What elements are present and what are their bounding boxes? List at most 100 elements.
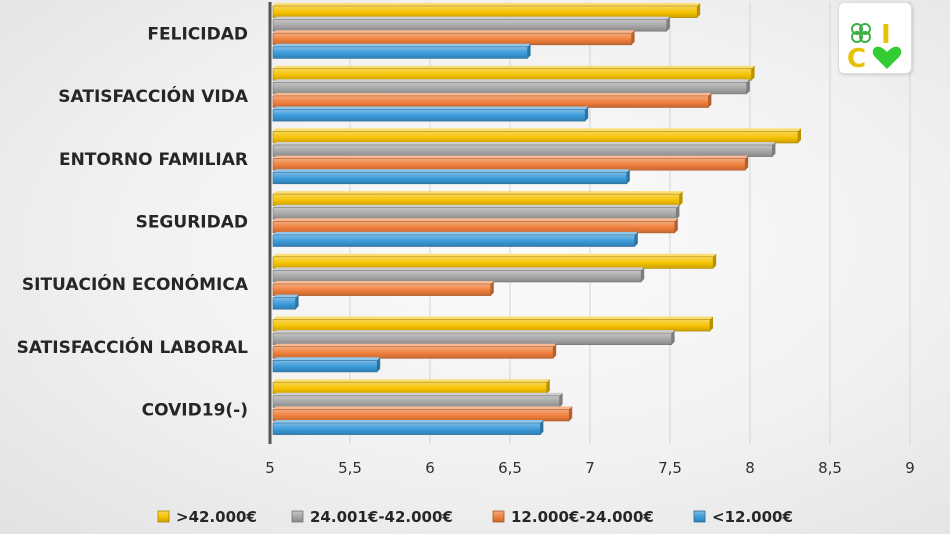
bar: [272, 144, 773, 157]
bar: [272, 297, 296, 310]
bar: [272, 381, 548, 395]
bar-top-face: [273, 142, 776, 145]
bar-top-face: [273, 106, 589, 110]
bar-top-face: [273, 406, 573, 410]
x-tick-label: 5: [265, 459, 275, 477]
bar-side-face: [746, 79, 750, 94]
bar: [272, 95, 709, 108]
bar: [272, 270, 642, 283]
bar: [272, 395, 560, 408]
bar-top-face: [273, 79, 750, 83]
clover-icon: [851, 23, 871, 43]
category-labels: FELICIDAD SATISFACCIÓN VIDA ENTORNO FAMILI…: [17, 24, 249, 420]
bar-top-face: [273, 294, 299, 298]
legend-swatch: [157, 510, 170, 523]
bar: [272, 32, 632, 46]
bar-side-face: [713, 253, 717, 269]
bar-side-face: [679, 191, 683, 206]
bar: [272, 171, 628, 185]
x-tick-label: 8,5: [818, 459, 842, 477]
bar-side-face: [745, 155, 749, 171]
bar-top-face: [273, 30, 635, 34]
category-label: SEGURIDAD: [136, 212, 248, 232]
bar-side-face: [546, 379, 550, 394]
bar-side-face: [772, 142, 776, 157]
bar-side-face: [676, 204, 680, 220]
bar: [272, 332, 672, 346]
bar: [272, 193, 680, 207]
bar-side-face: [710, 316, 713, 332]
bar: [272, 409, 570, 422]
bar: [272, 46, 528, 59]
bar: [272, 422, 541, 435]
bars: [272, 3, 801, 435]
legend: >42.000€ 24.001€-42.000€ 12.000€-24.000€ <1…: [157, 508, 793, 526]
x-tick-labels: 5 5,5 6 6,5 7 7,5 8 8,5 9: [265, 459, 915, 477]
bar-top-face: [273, 65, 755, 69]
bar-side-face: [666, 16, 670, 32]
bar: [272, 221, 676, 234]
bar: [272, 234, 636, 247]
legend-swatch: [492, 510, 505, 523]
bar: [272, 109, 586, 122]
bar-side-face: [585, 106, 589, 122]
x-tick-label: 5,5: [338, 459, 362, 477]
heart-icon: [872, 46, 902, 69]
bar-top-face: [273, 191, 683, 195]
bar-side-face: [674, 218, 678, 233]
bar: [272, 131, 799, 144]
category-label: COVID19(-): [142, 401, 248, 421]
x-tick-label: 9: [905, 459, 915, 477]
bar-side-face: [708, 92, 712, 108]
bar-side-face: [671, 330, 675, 345]
bar: [272, 319, 711, 332]
bar-top-face: [273, 379, 550, 383]
bar: [272, 256, 714, 269]
bar-top-face: [273, 43, 531, 47]
bar-top-face: [273, 316, 713, 320]
bar-side-face: [697, 3, 701, 18]
bar: [272, 359, 378, 373]
bar-top-face: [273, 155, 749, 159]
bar: [272, 283, 492, 296]
bar-side-face: [527, 43, 531, 59]
bar-side-face: [634, 231, 638, 247]
x-tick-label: 6,5: [498, 459, 522, 477]
bar-top-face: [273, 92, 712, 96]
bar-side-face: [559, 392, 563, 408]
bar: [272, 346, 554, 359]
bar-side-face: [553, 343, 557, 359]
logo-letter-i: I: [881, 20, 891, 50]
bar-side-face: [490, 281, 494, 296]
category-label: SATISFACCIÓN LABORAL: [17, 336, 249, 358]
bar-top-face: [273, 343, 557, 347]
bar-top-face: [273, 3, 701, 6]
category-label: ENTORNO FAMILIAR: [59, 150, 248, 170]
category-label: SATISFACCIÓN VIDA: [58, 85, 249, 107]
bar-side-face: [377, 357, 381, 372]
legend-swatch: [693, 510, 706, 523]
bar-side-face: [626, 169, 630, 184]
bar: [272, 68, 752, 81]
bar-top-face: [273, 357, 381, 361]
bar: [272, 207, 677, 220]
bar-side-face: [295, 294, 299, 310]
bar: [272, 158, 746, 171]
x-tick-label: 7,5: [658, 459, 682, 477]
legend-label: 12.000€-24.000€: [511, 508, 654, 526]
legend-label: >42.000€: [176, 508, 257, 526]
clover-heart-logo: I C: [838, 2, 912, 74]
bar-side-face: [798, 128, 801, 143]
bar-side-face: [641, 267, 645, 282]
x-tick-label: 6: [425, 459, 435, 477]
bar-top-face: [273, 253, 717, 257]
bar-top-face: [273, 231, 638, 235]
bar-top-face: [273, 128, 801, 132]
logo-letter-c: C: [847, 44, 866, 73]
bar-top-face: [273, 330, 675, 334]
legend-label: 24.001€-42.000€: [310, 508, 453, 526]
bar-top-face: [273, 281, 494, 284]
bar: [272, 19, 668, 32]
bar-side-face: [540, 420, 544, 435]
